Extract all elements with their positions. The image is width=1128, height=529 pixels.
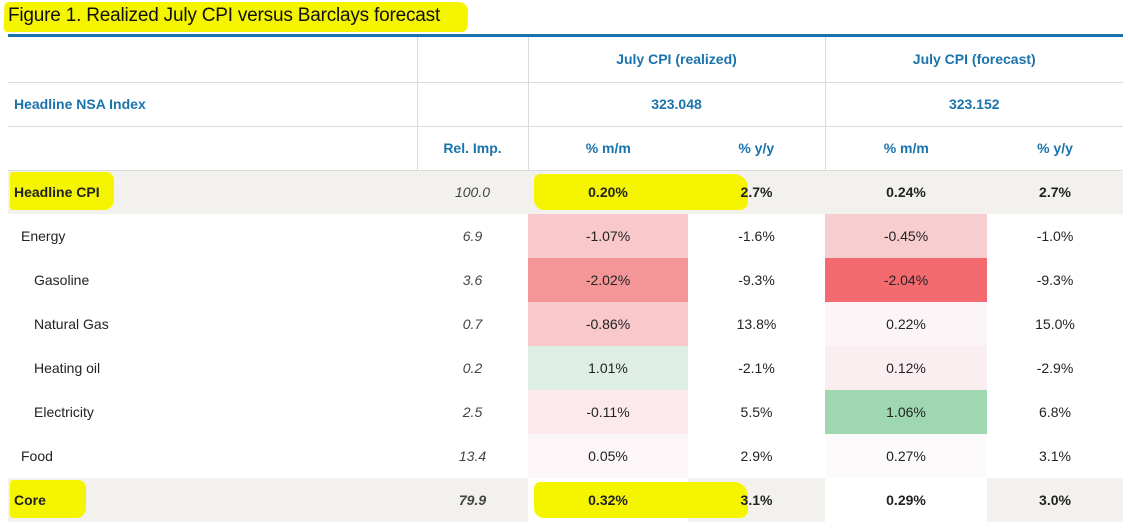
highlighted-value: 0.20% <box>534 174 748 211</box>
value-cell: -0.45% <box>825 214 987 258</box>
rel-imp-cell: 79.9 <box>417 478 528 522</box>
forecast-mm-header: % m/m <box>824 126 987 171</box>
value-cell: -9.3% <box>738 272 775 288</box>
row-label: Energy <box>21 228 66 244</box>
value-cell: 3.1% <box>1039 448 1071 464</box>
row-label: Heating oil <box>34 360 101 376</box>
row-label: Electricity <box>34 404 94 420</box>
row-label: Natural Gas <box>34 316 109 332</box>
col-realized-header: July CPI (realized) <box>527 37 825 83</box>
value-cell: 0.27% <box>825 434 987 478</box>
value-cell: -2.04% <box>825 258 987 302</box>
rel-imp-cell: 0.2 <box>462 360 483 376</box>
header-row-units: Rel. Imp. % m/m % y/y % m/m % y/y <box>8 126 1123 171</box>
value-cell: 2.7% <box>987 170 1123 214</box>
value-cell: 0.29% <box>825 478 987 522</box>
col-forecast-header: July CPI (forecast) <box>824 37 1123 83</box>
value-cell: 0.22% <box>825 302 987 346</box>
value-cell: -0.11% <box>528 390 688 434</box>
value-cell: -0.86% <box>528 302 688 346</box>
value-cell: 3.0% <box>987 478 1123 522</box>
table-row-natural-gas: Natural Gas 0.7 -0.86% 13.8% 0.22% 15.0% <box>8 302 1123 346</box>
headline-label-highlight: Headline CPI <box>10 172 114 211</box>
value-cell: 2.9% <box>740 448 773 464</box>
nsa-label: Headline NSA Index <box>8 82 417 127</box>
table-row-electricity: Electricity 2.5 -0.11% 5.5% 1.06% 6.8% <box>8 390 1123 434</box>
figure-title: Figure 1. Realized July CPI versus Barcl… <box>8 5 441 26</box>
core-label-highlight: Core <box>10 480 86 518</box>
value-cell: -1.07% <box>528 214 688 258</box>
table-row-headline: Headline CPI 100.0 0.20% 2.7% 0.24% 2.7% <box>8 170 1123 214</box>
title-rule <box>8 34 1123 37</box>
value-cell: 13.8% <box>736 316 777 332</box>
value-cell: -1.0% <box>1036 228 1074 244</box>
row-label: Headline CPI <box>14 184 100 201</box>
row-label: Core <box>14 492 46 508</box>
table-row-core: Core 79.9 0.32% 3.1% 0.29% 3.0% <box>8 478 1123 522</box>
value-cell: 1.01% <box>528 346 688 390</box>
rel-imp-cell: 0.7 <box>462 316 483 332</box>
forecast-yy-header: % y/y <box>987 126 1123 171</box>
nsa-realized: 323.048 <box>527 82 825 127</box>
figure-title-bar: Figure 1. Realized July CPI versus Barcl… <box>0 0 1128 40</box>
row-label: Food <box>21 448 53 464</box>
cpi-table: July CPI (realized) July CPI (forecast) … <box>8 37 1123 522</box>
value-cell: -1.6% <box>738 228 775 244</box>
row-label: Gasoline <box>34 272 90 288</box>
highlighted-value: 3.1% <box>740 492 773 508</box>
rel-imp-cell: 100.0 <box>417 170 528 214</box>
value-cell: -2.02% <box>528 258 688 302</box>
value-cell: 1.06% <box>825 390 987 434</box>
value-cell: 0.12% <box>825 346 987 390</box>
value-cell: -2.9% <box>1036 360 1074 376</box>
value-cell: 0.24% <box>825 170 987 214</box>
rel-imp-header: Rel. Imp. <box>416 126 528 171</box>
table-row-gasoline: Gasoline 3.6 -2.02% -9.3% -2.04% -9.3% <box>8 258 1123 302</box>
table-row-heating-oil: Heating oil 0.2 1.01% -2.1% 0.12% -2.9% <box>8 346 1123 390</box>
value-cell: 5.5% <box>740 404 773 420</box>
value-cell: 6.8% <box>1039 404 1071 420</box>
rel-imp-cell: 2.5 <box>462 404 483 420</box>
highlighted-value: 2.7% <box>740 184 773 201</box>
header-row-columns: July CPI (realized) July CPI (forecast) <box>8 37 1123 83</box>
header-row-nsa: Headline NSA Index 323.048 323.152 <box>8 82 1123 127</box>
nsa-forecast: 323.152 <box>824 82 1123 127</box>
table-row-energy: Energy 6.9 -1.07% -1.6% -0.45% -1.0% <box>8 214 1123 258</box>
value-cell: -2.1% <box>738 360 775 376</box>
value-cell: 15.0% <box>1035 316 1075 332</box>
highlighted-value: 0.32% <box>534 482 748 518</box>
table-row-food: Food 13.4 0.05% 2.9% 0.27% 3.1% <box>8 434 1123 478</box>
rel-imp-cell: 13.4 <box>458 448 487 464</box>
realized-yy-header: % y/y <box>688 126 825 171</box>
rel-imp-cell: 3.6 <box>462 272 483 288</box>
value-cell: -9.3% <box>1036 272 1074 288</box>
value-cell: 0.05% <box>528 434 688 478</box>
rel-imp-cell: 6.9 <box>462 228 483 244</box>
realized-mm-header: % m/m <box>527 126 688 171</box>
